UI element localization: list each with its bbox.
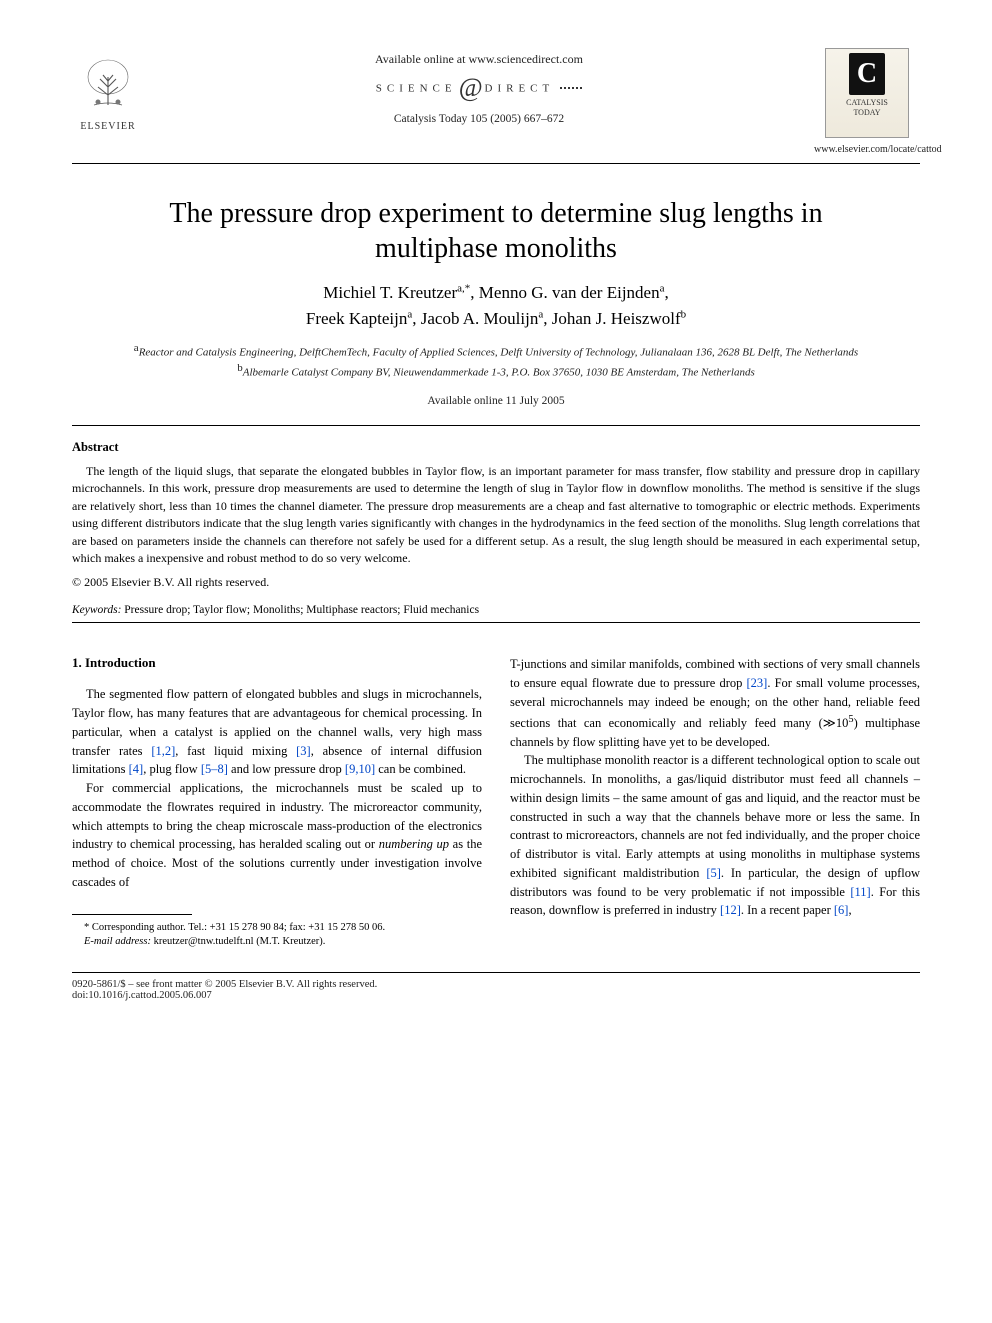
journal-issue: Catalysis Today 105 (2005) 667–672 xyxy=(144,113,814,125)
bottom-rule xyxy=(72,972,920,973)
cover-box: C CATALYSIS TODAY xyxy=(825,48,909,138)
sd-trailing-dots-icon xyxy=(560,87,582,89)
ref-11[interactable]: [11] xyxy=(850,885,870,899)
author-3: Freek Kapteijn xyxy=(306,309,408,328)
cover-brand-bottom: TODAY xyxy=(853,108,880,117)
email-value: kreutzer@tnw.tudelft.nl (M.T. Kreutzer). xyxy=(151,936,325,947)
author-4: , Jacob A. Moulijn xyxy=(412,309,538,328)
title-block: The pressure drop experiment to determin… xyxy=(72,196,920,407)
email-line: E-mail address: kreutzer@tnw.tudelft.nl … xyxy=(72,935,482,950)
authors: Michiel T. Kreutzera,*, Menno G. van der… xyxy=(72,280,920,331)
masthead-rule xyxy=(72,163,920,164)
affiliations: aReactor and Catalysis Engineering, Delf… xyxy=(72,341,920,381)
ref-5-8[interactable]: [5–8] xyxy=(201,762,228,776)
cover-brand-top: CATALYSIS xyxy=(846,98,888,107)
available-date: Available online 11 July 2005 xyxy=(72,395,920,407)
right-body: T-junctions and similar manifolds, combi… xyxy=(510,655,920,920)
journal-cover: C CATALYSIS TODAY www.elsevier.com/locat… xyxy=(814,48,920,155)
paper-title: The pressure drop experiment to determin… xyxy=(112,196,880,266)
abstract-heading: Abstract xyxy=(72,440,920,455)
author-5-sup: b xyxy=(681,308,687,320)
intro-p1: The segmented flow pattern of elongated … xyxy=(72,685,482,779)
elsevier-tree-icon xyxy=(80,57,136,127)
ref-4[interactable]: [4] xyxy=(129,762,144,776)
front-matter-line: 0920-5861/$ – see front matter © 2005 El… xyxy=(72,979,920,990)
sd-right: DIRECT xyxy=(485,83,555,95)
affil-a: Reactor and Catalysis Engineering, Delft… xyxy=(139,347,859,359)
p1-seg-b: , fast liquid mixing xyxy=(175,744,296,758)
abstract-body: The length of the liquid slugs, that sep… xyxy=(72,463,920,567)
ref-3[interactable]: [3] xyxy=(296,744,311,758)
rp2-seg-e: , xyxy=(848,903,851,917)
author-2-sup: a xyxy=(660,282,665,294)
available-online-line: Available online at www.sciencedirect.co… xyxy=(144,52,814,67)
abstract-top-rule xyxy=(72,425,920,426)
author-5: , Johan J. Heiszwolf xyxy=(543,309,680,328)
two-column-body: 1. Introduction The segmented flow patte… xyxy=(72,655,920,950)
p2-italic: numbering up xyxy=(379,837,449,851)
abstract-paragraph: The length of the liquid slugs, that sep… xyxy=(72,463,920,567)
section-heading: 1. Introduction xyxy=(72,655,482,671)
sd-left: SCIENCE xyxy=(376,83,457,95)
doi-line: doi:10.1016/j.cattod.2005.06.007 xyxy=(72,990,920,1001)
masthead: ELSEVIER Available online at www.science… xyxy=(72,48,920,155)
author-1: Michiel T. Kreutzer xyxy=(323,283,457,302)
cover-words: CATALYSIS TODAY xyxy=(846,98,888,117)
p1-seg-e: and low pressure drop xyxy=(228,762,345,776)
p1-seg-f: can be combined. xyxy=(375,762,466,776)
ref-12[interactable]: [12] xyxy=(720,903,741,917)
left-body: The segmented flow pattern of elongated … xyxy=(72,685,482,891)
footnote-rule xyxy=(72,914,192,915)
page: ELSEVIER Available online at www.science… xyxy=(0,0,992,1041)
footnote-block: * Corresponding author. Tel.: +31 15 278… xyxy=(72,921,482,950)
copyright: © 2005 Elsevier B.V. All rights reserved… xyxy=(72,575,920,590)
elsevier-logo: ELSEVIER xyxy=(72,48,144,132)
sciencedirect-logo: SCIENCE@DIRECT xyxy=(144,73,814,103)
bottom-meta: 0920-5861/$ – see front matter © 2005 El… xyxy=(72,979,920,1001)
keywords-row: Keywords: Pressure drop; Taylor flow; Mo… xyxy=(72,604,920,616)
ref-5[interactable]: [5] xyxy=(706,866,721,880)
rp2-seg-d: . In a recent paper xyxy=(741,903,834,917)
ref-23[interactable]: [23] xyxy=(747,676,768,690)
affil-b: Albemarle Catalyst Company BV, Nieuwenda… xyxy=(243,367,755,379)
right-p1: T-junctions and similar manifolds, combi… xyxy=(510,655,920,751)
left-column: 1. Introduction The segmented flow patte… xyxy=(72,655,482,950)
author-2: , Menno G. van der Eijnden xyxy=(470,283,659,302)
author-1-sup: a,* xyxy=(457,282,470,294)
email-label: E-mail address: xyxy=(84,936,151,947)
intro-p2: For commercial applications, the microch… xyxy=(72,779,482,892)
elsevier-wordmark: ELSEVIER xyxy=(80,121,135,132)
ref-1-2[interactable]: [1,2] xyxy=(151,744,175,758)
keywords-rule xyxy=(72,622,920,623)
ref-6[interactable]: [6] xyxy=(834,903,849,917)
keywords-label: Keywords: xyxy=(72,604,121,616)
corresponding-author: * Corresponding author. Tel.: +31 15 278… xyxy=(72,921,482,936)
keywords-value: Pressure drop; Taylor flow; Monoliths; M… xyxy=(121,604,479,616)
p1-seg-d: , plug flow xyxy=(143,762,201,776)
at-icon: @ xyxy=(457,73,485,102)
rp2-seg-a: The multiphase monolith reactor is a dif… xyxy=(510,753,920,880)
ref-9-10[interactable]: [9,10] xyxy=(345,762,375,776)
right-p2: The multiphase monolith reactor is a dif… xyxy=(510,751,920,920)
right-column: T-junctions and similar manifolds, combi… xyxy=(510,655,920,950)
center-masthead: Available online at www.sciencedirect.co… xyxy=(144,48,814,125)
cover-c-icon: C xyxy=(849,53,885,95)
journal-url: www.elsevier.com/locate/cattod xyxy=(814,144,920,155)
